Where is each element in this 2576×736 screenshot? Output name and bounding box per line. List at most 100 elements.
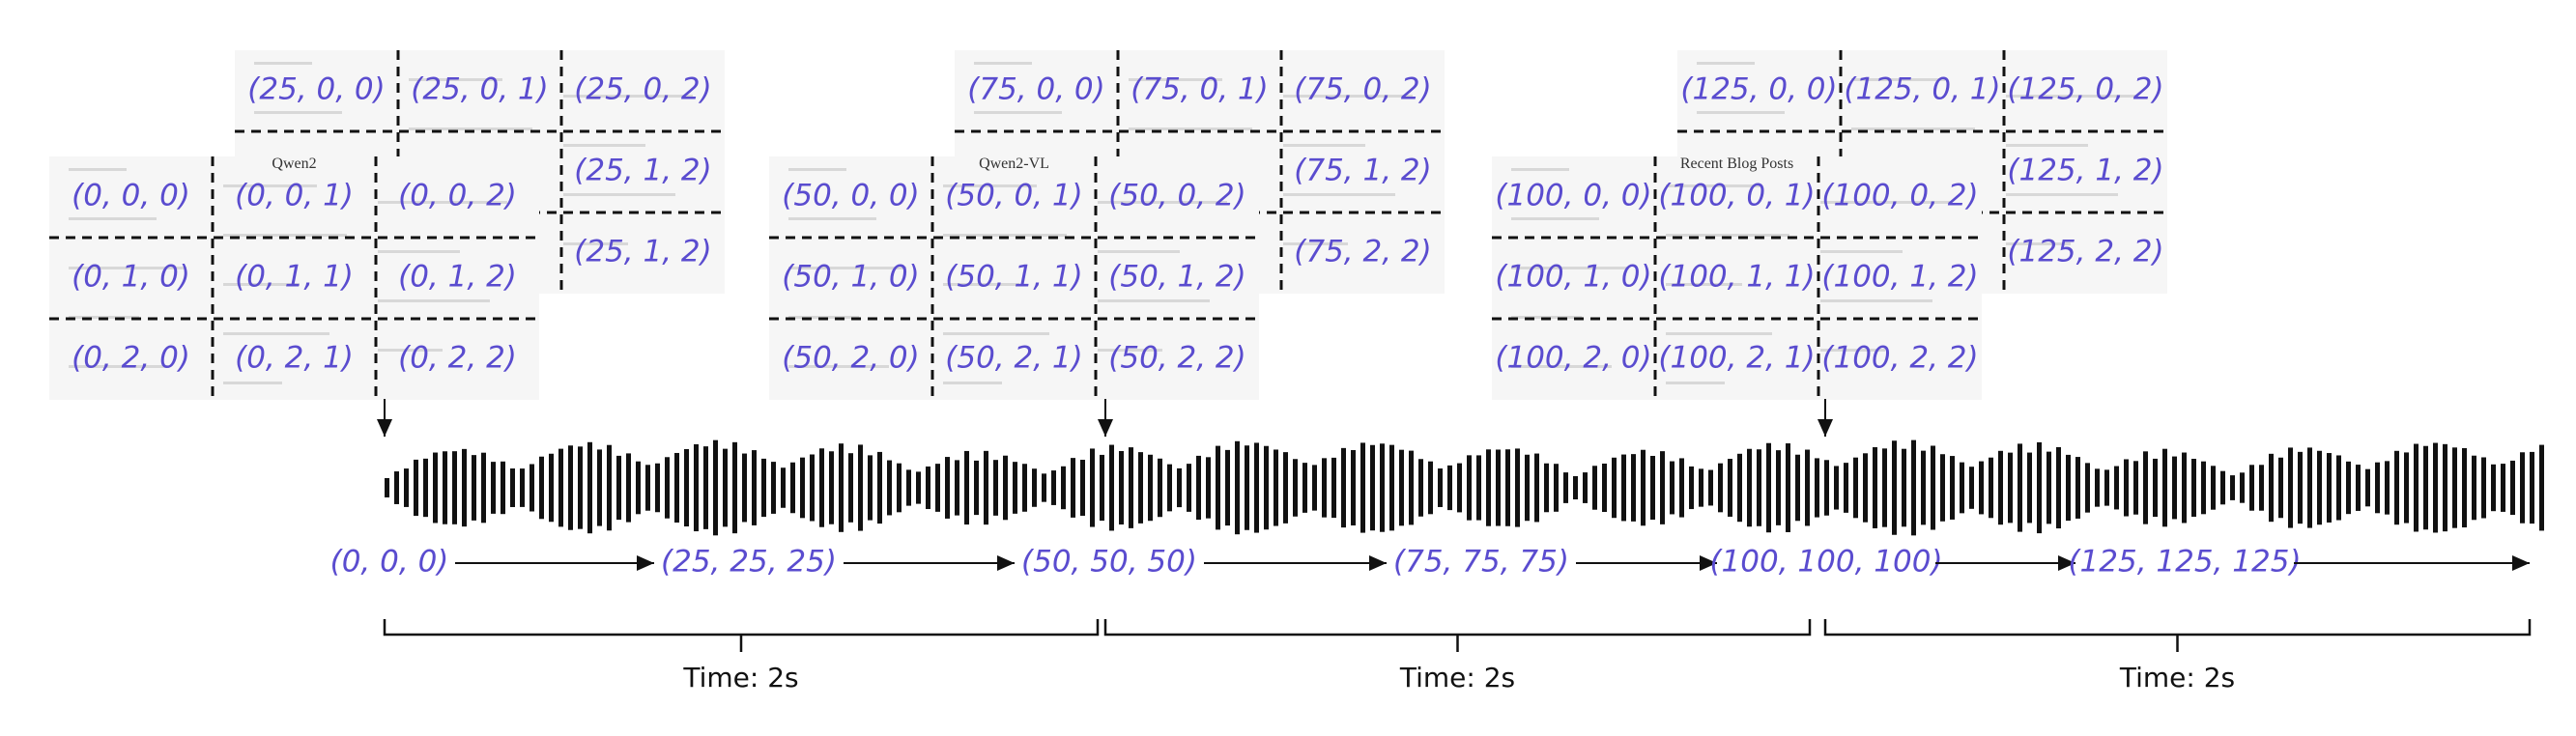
content-line	[1511, 267, 1629, 269]
waveform-bar	[1728, 459, 1732, 517]
waveform-bar	[1563, 472, 1568, 503]
waveform-bar	[1902, 448, 1906, 527]
waveform-bar	[2085, 463, 2090, 513]
content-line	[223, 234, 347, 237]
patch-label: (50, 2, 2)	[1108, 341, 1246, 376]
waveform-bar	[2191, 459, 2196, 517]
waveform-bar	[993, 460, 998, 516]
waveform-bar	[1447, 465, 1452, 511]
waveform-bar	[1631, 454, 1636, 522]
waveform-bar	[1863, 453, 1868, 523]
waveform-bar	[790, 462, 795, 514]
patch-label: (125, 2, 2)	[2007, 235, 2163, 269]
waveform-bar	[1129, 447, 1133, 528]
patch-label: (75, 0, 1)	[1131, 72, 1269, 107]
content-line	[1098, 201, 1227, 204]
patch-label: (0, 0, 2)	[398, 179, 517, 213]
waveform-bar	[2240, 472, 2245, 503]
waveform-bar	[2298, 451, 2303, 524]
waveform-bar	[1196, 455, 1201, 521]
content-line	[223, 184, 317, 187]
waveform-bar	[2317, 450, 2322, 525]
waveform-bar	[752, 450, 757, 525]
content-line	[974, 111, 1062, 114]
waveform-bar	[2249, 465, 2254, 511]
waveform-bar	[491, 462, 496, 514]
content-line	[378, 250, 460, 253]
waveform-bar	[2143, 451, 2148, 524]
waveform-bar	[1747, 448, 1752, 527]
content-line	[378, 299, 490, 302]
waveform-bar	[2530, 451, 2534, 524]
waveform-bar	[2433, 442, 2438, 533]
content-line	[223, 283, 300, 286]
waveform-bar	[616, 455, 621, 521]
brace	[1103, 619, 1812, 652]
waveform-bar	[597, 449, 602, 526]
waveform-bar	[1786, 443, 1790, 532]
waveform-bar	[645, 465, 650, 511]
waveform-bar	[1341, 447, 1346, 528]
waveform-bar	[665, 457, 670, 519]
content-line	[378, 201, 507, 204]
content-line	[1098, 250, 1180, 253]
patch-label: (50, 1, 1)	[945, 260, 1083, 295]
screenshot-caption: Recent Blog Posts	[1680, 156, 1793, 172]
patch-label: (125, 1, 2)	[2007, 154, 2163, 188]
timeline-label: (125, 125, 125)	[2068, 545, 2301, 580]
duration-label: Time: 2s	[1399, 662, 1515, 694]
content-line	[1820, 349, 1885, 352]
content-line	[1098, 349, 1162, 352]
waveform-bar	[501, 461, 505, 515]
content-line	[1820, 299, 1932, 302]
waveform-bar	[1090, 448, 1095, 527]
content-line	[1129, 127, 1252, 130]
patch-label: (50, 1, 2)	[1108, 260, 1246, 295]
content-line	[943, 283, 1019, 286]
waveform-bar	[2027, 452, 2032, 524]
waveform-bar	[1931, 445, 1935, 530]
screenshot-caption: Qwen2	[272, 156, 316, 172]
waveform-bar	[1612, 457, 1617, 519]
waveform-bar	[974, 460, 979, 516]
waveform-bar	[2018, 443, 2022, 532]
waveform-bar	[2452, 447, 2457, 528]
content-line	[1851, 78, 1945, 81]
timeline-label: (100, 100, 100)	[1709, 545, 1942, 580]
waveform-bar	[1138, 452, 1143, 524]
waveform-bar	[694, 443, 699, 532]
patch-label: (50, 1, 0)	[782, 260, 920, 295]
waveform-bar	[2066, 454, 2071, 522]
patch-label: (100, 0, 0)	[1495, 179, 1651, 213]
waveform-bar	[472, 455, 476, 521]
content-line	[223, 382, 282, 384]
duration-label: Time: 2s	[682, 662, 798, 694]
waveform-bar	[1699, 468, 1703, 507]
waveform-bar	[2443, 443, 2447, 532]
patch-label: (100, 0, 1)	[1658, 179, 1815, 213]
waveform-bar	[1689, 466, 1694, 510]
waveform-bar	[1399, 449, 1404, 526]
waveform-bar	[1718, 463, 1723, 513]
waveform-bar	[916, 471, 921, 504]
waveform-bar	[2288, 447, 2293, 528]
waveform-bar	[1167, 464, 1172, 512]
waveform-bar	[858, 444, 863, 531]
patch-label: (25, 0, 2)	[574, 72, 712, 107]
waveform-bar	[385, 478, 389, 497]
waveform-bar	[2327, 453, 2332, 523]
waveform-bar	[1873, 447, 1877, 528]
waveform-bar	[1438, 468, 1443, 507]
waveform-bar	[655, 463, 660, 513]
content-line	[1666, 332, 1772, 335]
waveform-bar	[2385, 461, 2390, 515]
waveform-bar	[742, 453, 747, 523]
content-line	[943, 234, 1067, 237]
waveform-bar	[2481, 457, 2486, 519]
content-line	[69, 365, 169, 368]
waveform-bar	[1486, 449, 1491, 526]
content-line	[409, 78, 502, 81]
patch-label: (0, 2, 0)	[72, 341, 190, 376]
patch-label: (100, 0, 2)	[1821, 179, 1978, 213]
patch-label: (100, 2, 0)	[1495, 341, 1651, 376]
